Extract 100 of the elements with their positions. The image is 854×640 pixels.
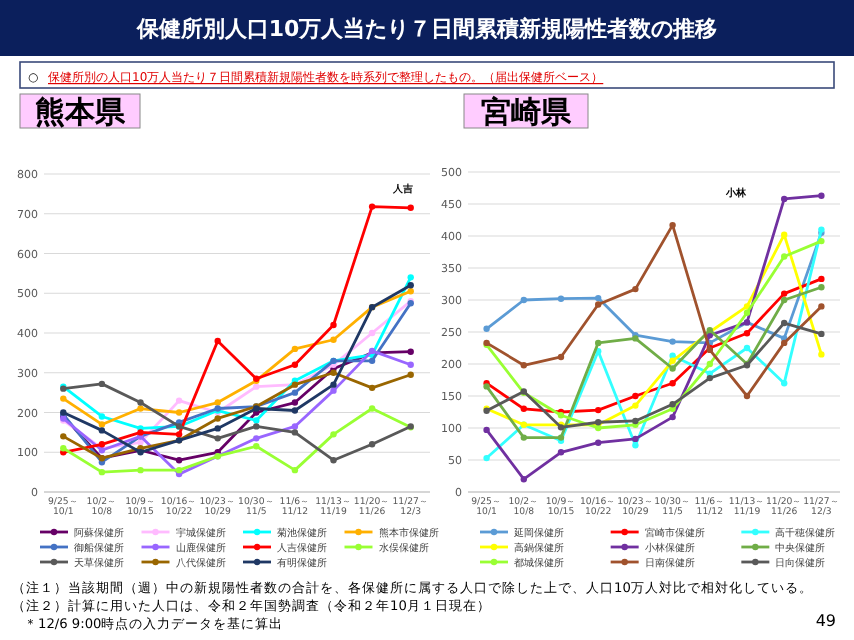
point	[330, 431, 337, 438]
point	[520, 362, 527, 369]
point	[214, 399, 221, 406]
point	[330, 321, 337, 329]
point	[407, 348, 414, 355]
point	[175, 409, 183, 416]
point	[706, 374, 713, 382]
point	[781, 296, 788, 304]
point	[669, 380, 676, 387]
point	[407, 204, 414, 211]
point	[330, 381, 337, 388]
point	[330, 336, 337, 343]
point	[781, 195, 788, 203]
text: 49	[815, 612, 836, 630]
point	[781, 253, 788, 260]
point	[175, 457, 183, 464]
point	[818, 237, 825, 245]
point	[818, 330, 825, 338]
point	[781, 231, 788, 238]
point	[175, 397, 183, 404]
point	[781, 319, 788, 327]
chart-title: 熊本県	[35, 94, 127, 130]
point	[520, 476, 527, 483]
point	[669, 357, 676, 364]
point	[214, 435, 221, 442]
point	[669, 352, 676, 359]
point	[520, 405, 527, 412]
point	[291, 345, 299, 353]
point	[818, 303, 825, 310]
point	[706, 360, 713, 368]
point	[595, 294, 602, 302]
point	[291, 389, 299, 396]
point	[253, 417, 260, 424]
point	[632, 402, 639, 409]
point	[520, 296, 527, 304]
point	[291, 423, 299, 430]
point	[214, 337, 221, 345]
point	[368, 357, 376, 365]
point	[253, 383, 260, 390]
point	[632, 392, 639, 400]
point	[330, 387, 337, 394]
point	[595, 439, 602, 446]
point	[483, 325, 490, 332]
point	[669, 338, 676, 345]
point	[818, 351, 825, 358]
point	[330, 457, 337, 464]
point	[368, 384, 376, 392]
point	[291, 407, 299, 414]
point	[291, 399, 299, 406]
line-series	[483, 284, 825, 441]
point	[253, 443, 260, 450]
point	[595, 301, 602, 308]
point	[253, 435, 260, 442]
text: 保健所別人口10万人当たり７日間累積新規陽性者数の推移	[134, 16, 718, 42]
point	[743, 344, 751, 352]
point	[407, 288, 414, 295]
point	[291, 361, 299, 368]
point	[557, 353, 565, 361]
point	[137, 466, 144, 474]
point	[60, 395, 67, 402]
point	[60, 433, 67, 440]
line-series	[60, 203, 414, 456]
point	[137, 399, 144, 406]
point	[669, 365, 676, 372]
point	[818, 192, 825, 199]
point	[743, 330, 751, 337]
point	[98, 468, 106, 476]
point	[407, 361, 414, 368]
point	[520, 434, 527, 441]
point	[253, 423, 260, 430]
point	[632, 285, 639, 293]
point	[98, 380, 106, 388]
point	[743, 309, 751, 316]
line-series	[483, 226, 825, 462]
point	[368, 203, 376, 210]
point	[98, 413, 106, 420]
point	[483, 454, 490, 462]
point	[632, 435, 639, 443]
point	[214, 415, 221, 422]
point	[743, 392, 751, 400]
point	[781, 339, 788, 347]
point	[557, 449, 565, 456]
point	[407, 282, 414, 289]
point	[407, 274, 414, 281]
point	[175, 431, 183, 438]
point	[669, 413, 676, 421]
point	[98, 427, 106, 434]
point	[595, 406, 602, 414]
point	[781, 290, 788, 297]
point	[781, 380, 788, 387]
chart-title: 宮崎県	[481, 94, 573, 130]
line-series	[60, 405, 414, 476]
point	[368, 405, 376, 412]
point	[595, 339, 602, 347]
point	[98, 421, 106, 428]
point	[669, 221, 676, 229]
point	[557, 295, 565, 302]
point	[483, 426, 490, 434]
point	[368, 329, 376, 337]
point	[632, 442, 639, 449]
